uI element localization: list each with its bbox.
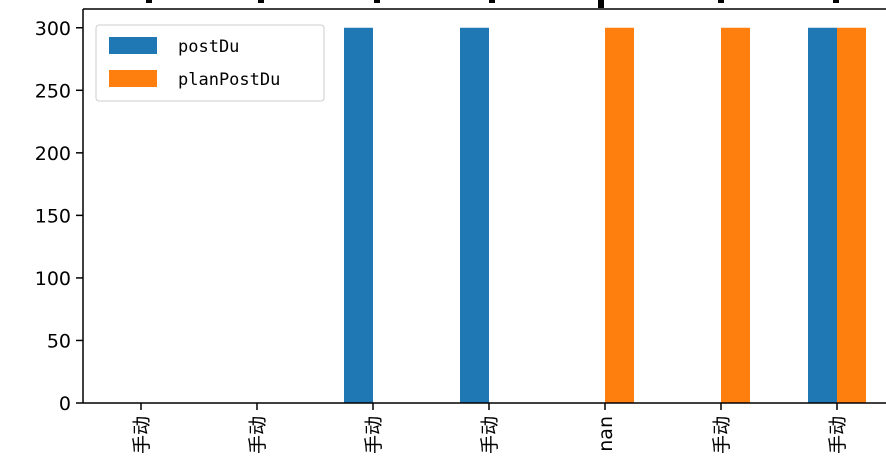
x-tick-label: 手动 (479, 416, 501, 454)
x-ticks: 手动 手动 手动 手动 nan 手动 手动 (131, 403, 849, 454)
legend-label-postdu: postDu (178, 37, 239, 57)
bar-planpostdu-4 (605, 27, 634, 404)
legend-swatch-planpostdu (109, 70, 157, 87)
y-ticks: 0 50 100 150 200 250 300 (35, 18, 83, 415)
legend: postDu planPostDu (95, 24, 325, 102)
y-tick-label: 150 (35, 205, 71, 227)
y-tick-label: 300 (35, 18, 71, 40)
legend-label-planpostdu: planPostDu (178, 70, 280, 90)
clipped-title-fragments (146, 0, 839, 8)
y-tick-label: 250 (35, 80, 71, 102)
bar-planpostdu-5 (721, 27, 750, 404)
axes (82, 8, 886, 404)
bar-postdu-3 (460, 27, 489, 404)
x-tick-label: 手动 (363, 416, 385, 454)
bar-postdu-2 (344, 27, 373, 404)
y-tick-label: 0 (59, 393, 71, 415)
bar-planpostdu-6 (837, 27, 866, 404)
bar-postdu-6 (808, 27, 837, 404)
y-tick-label: 100 (35, 268, 71, 290)
y-tick-label: 50 (47, 330, 71, 352)
x-tick-label: 手动 (711, 416, 733, 454)
x-tick-label: 手动 (131, 416, 153, 454)
legend-swatch-postdu (109, 37, 157, 54)
x-tick-label: 手动 (247, 416, 269, 454)
bars-layer (344, 27, 866, 404)
x-tick-label: 手动 (827, 416, 849, 454)
y-tick-label: 200 (35, 143, 71, 165)
x-tick-label: nan (595, 416, 617, 452)
